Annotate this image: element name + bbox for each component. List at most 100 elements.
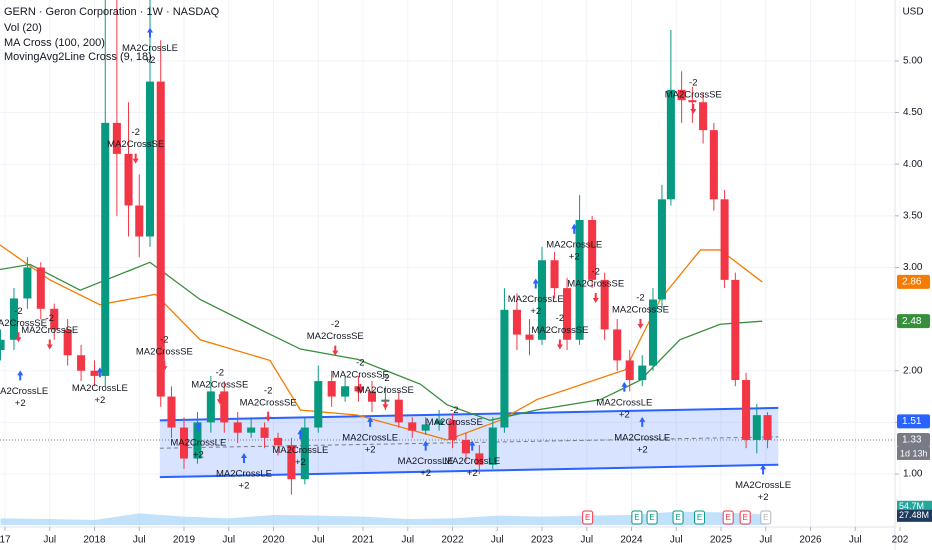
- earnings-label: E: [726, 513, 731, 522]
- candle-body: [247, 427, 256, 433]
- countdown: 1d 13h: [900, 448, 928, 458]
- candle-body: [300, 427, 309, 480]
- signal-quantity: -2: [331, 319, 339, 330]
- signal-label: MA2CrossSE: [0, 318, 47, 329]
- candle-body: [220, 391, 229, 423]
- y-tick-label: 4.00: [903, 159, 923, 170]
- long-arrow: [639, 416, 646, 427]
- x-tick-label: Jul: [849, 535, 862, 546]
- candle-body: [341, 386, 350, 397]
- volume-label: 54.7M: [899, 501, 924, 511]
- long-arrow: [297, 429, 304, 440]
- x-tick-label: 2023: [531, 535, 554, 546]
- x-tick-label: Jul: [222, 535, 235, 546]
- y-tick-label: 1.00: [903, 469, 923, 480]
- x-tick-label: 2024: [620, 535, 643, 546]
- x-tick-label: 2021: [352, 535, 375, 546]
- candle-body: [112, 122, 121, 154]
- short-arrow: [556, 339, 563, 350]
- signal-quantity: +2: [467, 468, 478, 479]
- signal-quantity: +2: [569, 251, 580, 262]
- price-label: 2.48: [902, 316, 922, 327]
- signal-quantity: +2: [365, 444, 376, 455]
- signal-quantity: -2: [450, 405, 458, 416]
- y-tick-label: 2.00: [903, 365, 923, 376]
- signal-label: MA2CrossSE: [426, 417, 483, 428]
- candle-body: [260, 427, 269, 438]
- signal-quantity: +2: [758, 492, 769, 503]
- candle-body: [36, 267, 45, 309]
- chart-title: GERN · Geron Corporation · 1W · NASDAQ: [4, 6, 220, 18]
- candle-body: [563, 288, 572, 340]
- candle-body: [206, 391, 215, 423]
- signal-label: MA2CrossLE: [0, 386, 48, 397]
- candle-body: [63, 329, 72, 356]
- short-arrow: [357, 383, 364, 394]
- price-label: 1.51: [902, 416, 922, 427]
- price-label: 2.86: [902, 277, 922, 288]
- short-arrow: [592, 292, 599, 303]
- moving-average: [0, 244, 763, 441]
- x-tick-label: Jul: [312, 535, 325, 546]
- currency: USD: [902, 7, 923, 18]
- signal-label: MA2CrossLE: [735, 480, 791, 491]
- earnings-marker: [631, 510, 643, 525]
- earnings-label: E: [634, 513, 639, 522]
- x-tick-label: Jul: [491, 535, 504, 546]
- candle-body: [461, 439, 470, 454]
- candle-body: [525, 334, 534, 340]
- short-arrow: [382, 399, 389, 410]
- long-arrow: [469, 440, 476, 451]
- channel-lower: [159, 463, 779, 479]
- candle-body: [657, 199, 666, 300]
- long-arrow: [17, 370, 24, 381]
- x-tick-label: 2020: [262, 535, 285, 546]
- countdown-box: [897, 446, 930, 460]
- signal-quantity: -2: [381, 373, 389, 384]
- candle-body: [9, 298, 18, 340]
- signal-label: MA2CrossLE: [122, 43, 178, 54]
- candle-body: [731, 279, 740, 381]
- short-arrow: [265, 411, 272, 422]
- signal-label: MA2CrossSE: [332, 369, 389, 380]
- candle-body: [742, 380, 751, 440]
- x-tick-label: 2018: [83, 535, 106, 546]
- earnings-marker: [672, 510, 684, 525]
- short-arrow: [46, 339, 53, 350]
- candle-body: [145, 81, 155, 237]
- candle-body: [512, 309, 521, 335]
- signal-label: MA2CrossSE: [531, 325, 588, 336]
- candle-body: [752, 415, 761, 440]
- x-tick-label: 2019: [173, 535, 196, 546]
- candle-body: [233, 422, 242, 433]
- x-tick-label: Jul: [759, 535, 772, 546]
- short-arrow: [332, 345, 339, 356]
- signal-label: MA2CrossSE: [107, 139, 164, 150]
- y-tick-label: 4.50: [903, 107, 923, 118]
- long-arrow: [621, 381, 628, 392]
- candle-body: [314, 381, 323, 428]
- signal-label: MA2CrossSE: [567, 279, 624, 290]
- candle-body: [50, 308, 59, 330]
- signal-label: MA2CrossSE: [191, 380, 248, 391]
- price-label: 1.33: [902, 435, 922, 446]
- candle-body: [124, 153, 133, 206]
- short-arrow: [637, 318, 644, 329]
- signal-quantity: -2: [356, 357, 364, 368]
- short-arrow: [451, 431, 458, 442]
- signal-label: MA2CrossLE: [170, 438, 226, 449]
- candle-body: [287, 445, 296, 480]
- candle-body: [156, 81, 165, 397]
- candle-body: [588, 219, 597, 280]
- signal-label: MA2CrossLE: [398, 456, 454, 467]
- long-arrow: [96, 367, 103, 378]
- signal-quantity: +2: [530, 306, 541, 317]
- long-arrow: [532, 278, 539, 289]
- x-tick-label: 17: [0, 535, 11, 546]
- short-arrow: [132, 153, 139, 164]
- channel-upper: [159, 406, 779, 422]
- volume-label-box: [897, 500, 932, 513]
- x-tick-label: Jul: [133, 535, 146, 546]
- long-arrow: [367, 416, 374, 427]
- signal-quantity: -2: [689, 78, 697, 89]
